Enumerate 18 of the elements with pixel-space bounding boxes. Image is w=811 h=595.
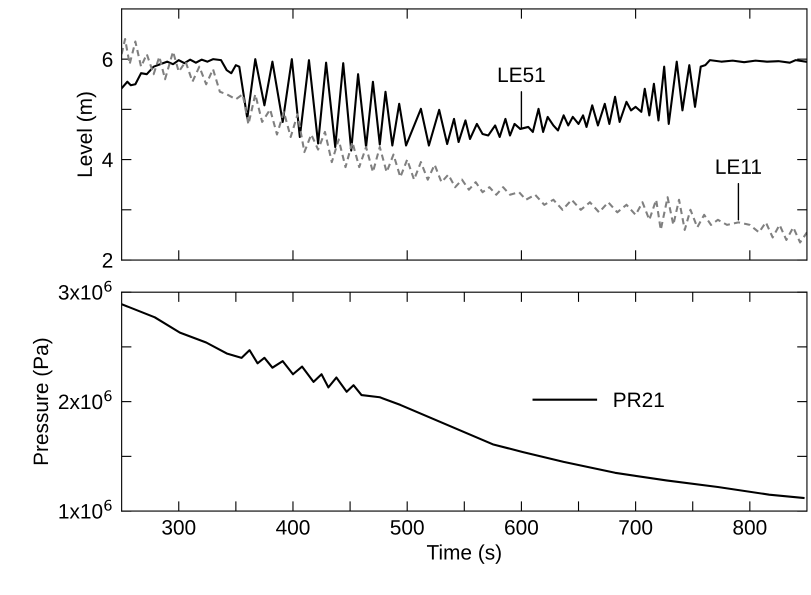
x-axis-title: Time (s): [426, 544, 501, 564]
x-tick-label: 300: [162, 520, 196, 535]
y-tick-label: 2x10$^{6}$: [58, 390, 112, 410]
y-tick-label: 3x10$^{6}$: [58, 280, 112, 300]
x-tick-label: 800: [733, 520, 766, 535]
y-axis-title: Level (m): [76, 92, 96, 176]
x-tick-label: 700: [619, 520, 652, 535]
x-tick-label: 500: [390, 520, 424, 535]
y-axis-title: Pressure (Pa): [32, 338, 52, 464]
annotation: LE51: [498, 68, 545, 82]
y-tick-label: 6: [102, 52, 112, 67]
x-tick-label: 400: [276, 520, 310, 535]
y-tick-label: 2: [102, 253, 112, 268]
x-tick-label: 600: [505, 520, 538, 535]
annotation: LE11: [716, 160, 761, 174]
y-tick-label: 4: [102, 152, 113, 168]
y-tick-label: 1x10$^{6}$: [59, 500, 112, 519]
legend-label: PR21: [614, 392, 664, 408]
